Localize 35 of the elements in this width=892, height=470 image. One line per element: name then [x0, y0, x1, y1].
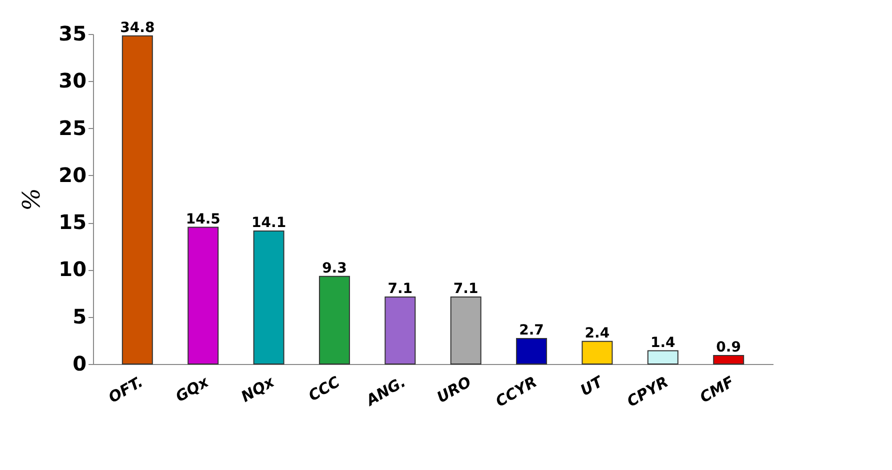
- data-label: 14.1: [252, 215, 286, 232]
- data-label: 9.3: [322, 260, 347, 276]
- bar: [188, 226, 219, 364]
- y-tick-label: 10: [58, 257, 86, 282]
- x-tick-label: UT: [577, 372, 608, 400]
- bar: [713, 355, 744, 364]
- data-label: 7.1: [453, 281, 478, 298]
- y-tick-label: 35: [58, 22, 86, 46]
- x-tick-label: GQx: [172, 372, 213, 406]
- y-tick-label: 30: [58, 68, 86, 93]
- bar: [516, 338, 548, 364]
- bar: [384, 296, 416, 364]
- data-label: 2.4: [584, 325, 610, 342]
- x-tick-label: NQx: [238, 372, 278, 406]
- bar: [318, 276, 350, 364]
- y-tick-label: 5: [72, 304, 86, 328]
- y-tick-label: 20: [58, 162, 86, 187]
- data-label: 0.9: [716, 340, 741, 356]
- data-label: 14.5: [186, 211, 220, 228]
- bar: [450, 296, 482, 364]
- x-tick-label: URO: [434, 372, 475, 407]
- y-axis-title: %: [18, 188, 46, 211]
- data-label: 34.8: [120, 20, 155, 36]
- x-tick-label: CCC: [305, 372, 343, 405]
- y-tick-label: 0: [72, 352, 86, 376]
- bar: [253, 230, 284, 364]
- data-label: 7.1: [388, 281, 413, 298]
- bar: [647, 350, 678, 364]
- data-label: 1.4: [650, 334, 676, 351]
- bar: [122, 35, 153, 364]
- y-tick-label: 25: [58, 116, 86, 140]
- data-label: 2.7: [519, 322, 544, 339]
- y-tick-label: 15: [58, 210, 86, 234]
- bar: [582, 340, 613, 364]
- x-tick-label: OFT.: [105, 372, 146, 407]
